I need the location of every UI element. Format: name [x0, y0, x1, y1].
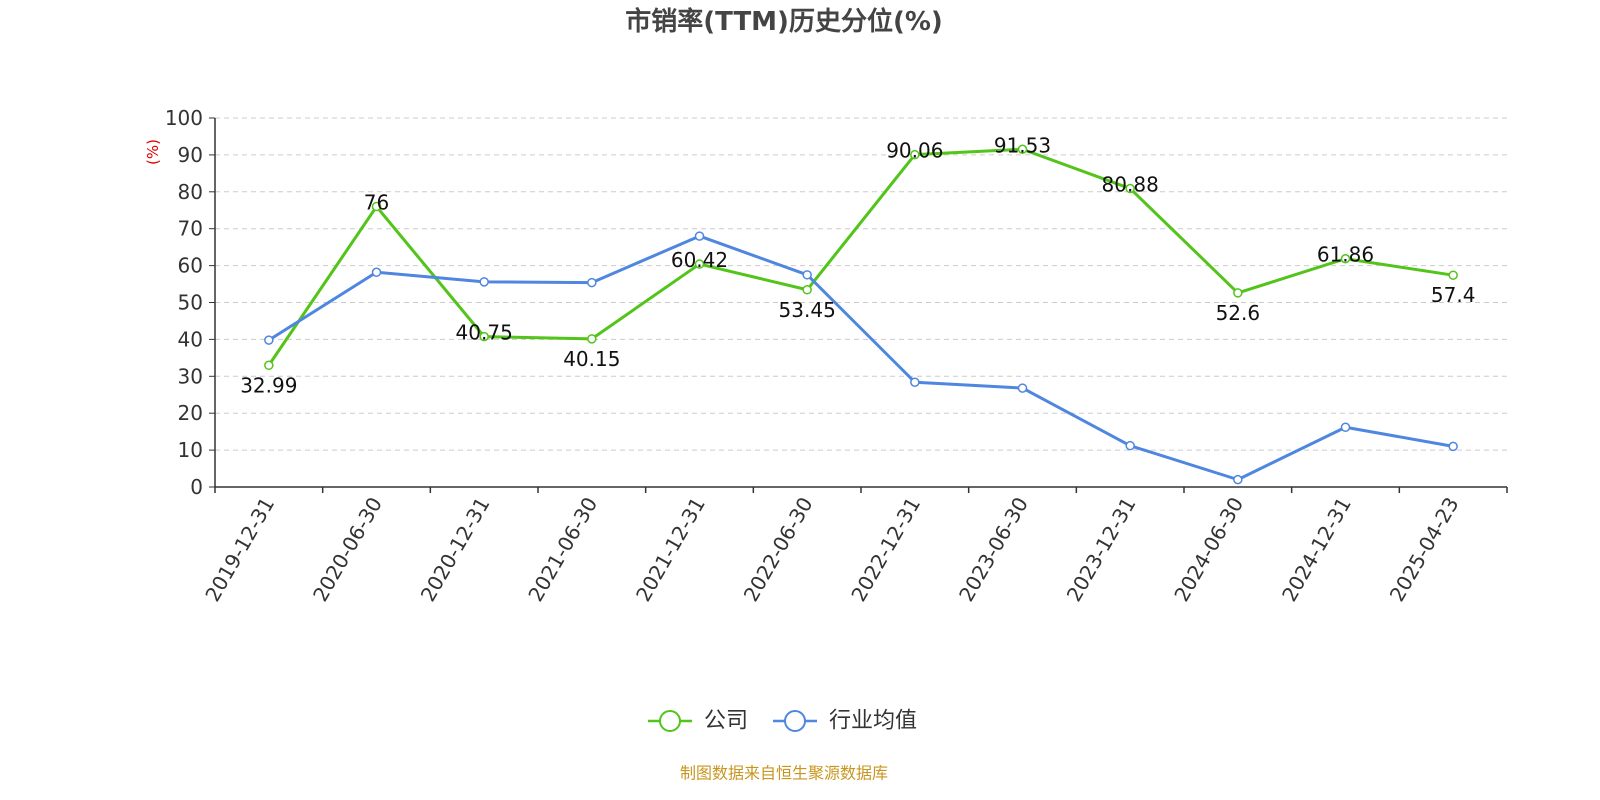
- y-tick-label: 100: [165, 106, 203, 130]
- x-tick-label: 2024-12-31: [1277, 493, 1356, 606]
- data-point[interactable]: [802, 270, 812, 280]
- data-point[interactable]: [910, 377, 920, 387]
- data-point[interactable]: [1448, 270, 1458, 280]
- data-point[interactable]: [694, 259, 705, 269]
- data-label: 32.99: [240, 373, 297, 397]
- series-layer: [264, 144, 1458, 485]
- data-point[interactable]: [264, 360, 274, 371]
- data-label: 90.06: [886, 139, 943, 163]
- data-label: 52.6: [1216, 301, 1261, 325]
- y-tick-label: 40: [178, 327, 203, 351]
- legend-label: 公司: [704, 709, 748, 734]
- x-tick-label: 2021-06-30: [523, 493, 602, 606]
- data-point[interactable]: [479, 277, 489, 287]
- y-tick-label: 80: [178, 180, 203, 204]
- y-tick-label: 90: [178, 143, 203, 167]
- legend: 公司 行业均值: [648, 709, 917, 734]
- data-label: 61.86: [1317, 243, 1374, 267]
- data-labels: 32.99 76 40.75 40.15 60.42 53.45 90.06 91.53 80.…: [240, 133, 1475, 397]
- legend-marker: [659, 710, 681, 732]
- data-point[interactable]: [1017, 383, 1028, 393]
- data-label: 91.53: [994, 133, 1051, 157]
- data-label: 60.42: [671, 248, 728, 272]
- data-point[interactable]: [1340, 422, 1351, 432]
- data-point[interactable]: [371, 267, 382, 277]
- x-tick-label: 2023-06-30: [954, 493, 1033, 606]
- legend-marker: [784, 710, 806, 732]
- x-tick-label: 2022-12-31: [846, 493, 925, 606]
- x-tick-label: 2023-12-31: [1062, 493, 1141, 606]
- data-point[interactable]: [910, 149, 920, 160]
- source-note: 制图数据来自恒生聚源数据库: [680, 764, 888, 783]
- data-point[interactable]: [1233, 474, 1243, 485]
- data-point[interactable]: [1448, 441, 1458, 452]
- gridlines: [215, 117, 1507, 451]
- y-axis-title: (%): [144, 139, 162, 165]
- y-tick-label: 30: [178, 364, 203, 388]
- data-point[interactable]: [1233, 288, 1243, 298]
- legend-item[interactable]: 行业均值: [773, 709, 917, 734]
- x-tick-label: 2019-12-31: [200, 493, 279, 606]
- data-point[interactable]: [694, 231, 705, 241]
- x-tick-label: 2024-06-30: [1169, 493, 1248, 606]
- x-tick-label: 2020-12-31: [416, 493, 495, 606]
- data-label: 57.4: [1431, 283, 1476, 307]
- data-point[interactable]: [1125, 183, 1135, 194]
- y-tick-label: 60: [178, 254, 203, 278]
- data-label: 53.45: [779, 298, 836, 322]
- data-point[interactable]: [1017, 144, 1028, 155]
- data-label: 76: [364, 191, 389, 215]
- data-point[interactable]: [264, 335, 274, 345]
- y-tick-label: 70: [178, 217, 203, 241]
- data-point[interactable]: [587, 334, 597, 344]
- data-point[interactable]: [1340, 253, 1351, 264]
- x-tick-label: 2021-12-31: [631, 493, 710, 606]
- legend-label: 行业均值: [829, 709, 917, 734]
- x-tick-label: 2020-06-30: [308, 493, 387, 606]
- data-point[interactable]: [587, 277, 597, 288]
- series-line-0: [267, 147, 1454, 367]
- y-tick-label: 10: [178, 438, 203, 462]
- data-point[interactable]: [1125, 440, 1135, 451]
- axes: 0 10 20 30 40 50 60 70 80 90 100 2019-12-31 2020-06-…: [165, 106, 1508, 606]
- data-point[interactable]: [371, 201, 382, 212]
- data-point[interactable]: [802, 285, 812, 295]
- chart-title: 市销率(TTM)历史分位(%): [625, 6, 943, 37]
- y-tick-label: 20: [178, 401, 203, 425]
- data-label: 80.88: [1102, 173, 1159, 197]
- data-label: 40.75: [456, 321, 513, 345]
- y-tick-label: 0: [190, 475, 203, 499]
- data-label: 40.15: [563, 347, 620, 371]
- x-tick-label: 2025-04-23: [1385, 493, 1464, 606]
- x-tick-label: 2022-06-30: [739, 493, 818, 606]
- legend-item[interactable]: 公司: [648, 709, 748, 734]
- series-line-1: [268, 234, 1454, 482]
- y-tick-label: 50: [178, 291, 203, 315]
- data-point[interactable]: [479, 331, 489, 342]
